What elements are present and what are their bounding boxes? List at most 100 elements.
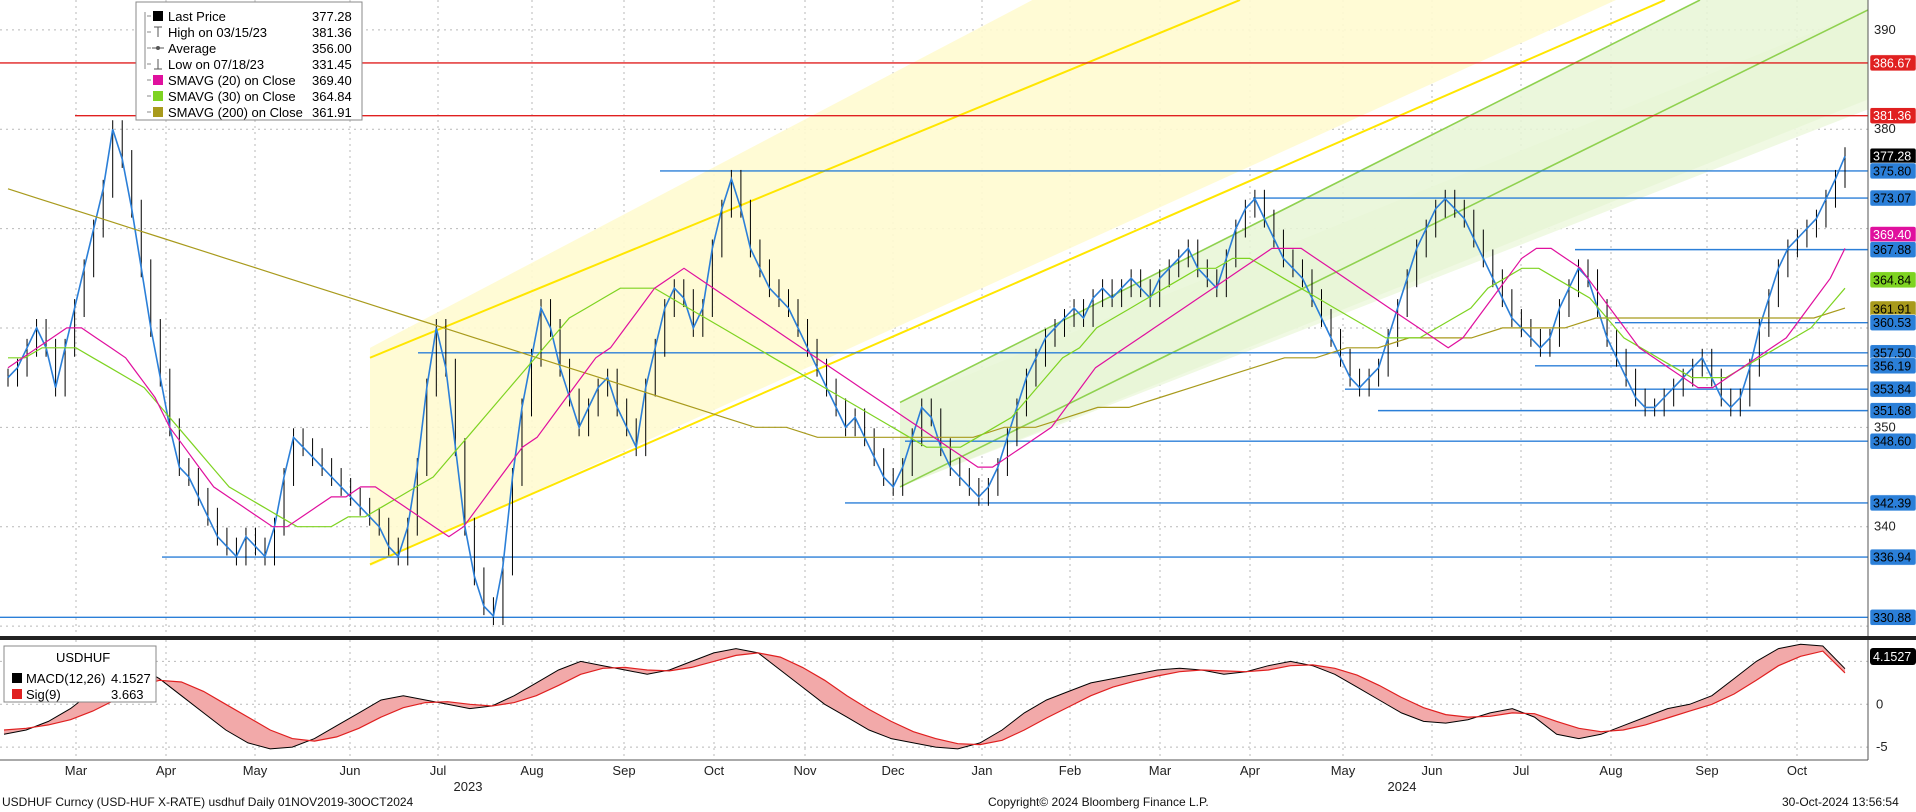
x-month-label-13: Apr <box>1240 763 1261 778</box>
price-tag-label-11: 356.19 <box>1873 359 1911 373</box>
legend-label-2: Average <box>168 41 216 56</box>
legend-value-1: 381.36 <box>312 25 352 40</box>
x-month-label-7: Oct <box>704 763 725 778</box>
price-tag-bg-1 <box>1869 107 1916 124</box>
x-year-label-0: 2023 <box>454 779 483 794</box>
macd-legend-value-1: 3.663 <box>111 687 144 702</box>
price-tag-label-16: 336.94 <box>1873 551 1911 565</box>
x-month-label-3: Jun <box>340 763 361 778</box>
x-month-label-19: Oct <box>1787 763 1808 778</box>
x-axis-month-labels: Mar Apr May Jun Jul Aug Sep Oct Nov Dec Jan Feb Mar A… <box>65 763 1808 778</box>
price-tag-bg-15 <box>1869 494 1916 512</box>
x-month-label-8: Nov <box>793 763 817 778</box>
price-tag-bg-6 <box>1869 241 1916 258</box>
price-tag-bg-14 <box>1869 432 1916 450</box>
yellow-channel-upper <box>369 0 1241 359</box>
price-tag-label-1: 381.36 <box>1873 109 1911 123</box>
x-month-label-6: Sep <box>612 763 635 778</box>
sma30-series-line <box>8 257 1846 528</box>
legend-value-2: 356.00 <box>312 41 352 56</box>
sma20-series-line <box>7 247 1846 538</box>
legend-value-4: 369.40 <box>312 73 352 88</box>
price-tick-1: 350 <box>1874 419 1896 434</box>
footer-left: USDHUF Curncy (USD-HUF X-RATE) usdhuf Da… <box>2 795 414 809</box>
price-tick-3: 390 <box>1874 22 1896 37</box>
green-channel-fill-2 <box>900 0 1868 487</box>
legend-label-4: SMAVG (20) on Close <box>168 73 296 88</box>
legend-swatch-5 <box>153 91 163 101</box>
price-tag-label-2: 377.28 <box>1873 150 1911 164</box>
price-tag-bg-13 <box>1869 402 1916 419</box>
price-legend: Last Price 377.28 High on 03/15/23 381.36 Av… <box>135 1 363 121</box>
price-tag-label-8: 361.91 <box>1873 302 1911 316</box>
x-axis-year-labels: 2023 2024 <box>454 779 1417 794</box>
x-month-label-4: Jul <box>430 763 447 778</box>
price-tag-bg-3 <box>1869 162 1916 180</box>
price-axis-ticks: 340 350 380 390 <box>1874 22 1896 534</box>
price-tag-label-4: 373.07 <box>1873 192 1911 206</box>
legend-low-icon-3 <box>154 59 162 70</box>
trend-channels <box>369 0 1869 567</box>
macd-last-value: 4.1527 <box>1873 650 1911 664</box>
x-month-label-5: Aug <box>520 763 543 778</box>
price-tag-bg-11 <box>1869 357 1916 375</box>
horizontal-levels <box>0 62 1868 619</box>
legend-value-5: 364.84 <box>312 89 352 104</box>
x-month-label-12: Mar <box>1149 763 1172 778</box>
legend-high-icon-1 <box>154 26 162 37</box>
x-month-label-10: Jan <box>972 763 993 778</box>
legend-swatch-4 <box>153 75 163 85</box>
price-tag-bg-17 <box>1869 609 1916 626</box>
x-month-label-18: Sep <box>1695 763 1718 778</box>
price-tag-bg-7 <box>1869 271 1916 289</box>
price-tag-bg-9 <box>1869 314 1916 331</box>
macd-grid <box>0 640 1868 760</box>
panel-separator <box>0 636 1916 640</box>
price-tag-label-6: 367.88 <box>1873 243 1911 257</box>
price-tag-label-5: 369.40 <box>1873 228 1911 242</box>
macd-legend-label-0: MACD(12,26) <box>26 671 105 686</box>
legend-label-1: High on 03/15/23 <box>168 25 267 40</box>
x-year-label-1: 2024 <box>1388 779 1417 794</box>
price-tag-label-13: 351.68 <box>1873 404 1911 418</box>
price-tag-label-17: 330.88 <box>1873 611 1911 625</box>
macd-legend-label-1: Sig(9) <box>26 687 61 702</box>
legend-label-6: SMAVG (200) on Close <box>168 105 303 120</box>
x-month-label-14: May <box>1331 763 1356 778</box>
price-tag-label-3: 375.80 <box>1873 164 1911 178</box>
x-month-label-16: Jul <box>1513 763 1530 778</box>
price-tick-2: 380 <box>1874 121 1896 136</box>
legend-value-6: 361.91 <box>312 105 352 120</box>
x-month-label-17: Aug <box>1599 763 1622 778</box>
price-tag-label-10: 357.50 <box>1873 346 1911 360</box>
legend-avg-dot-2 <box>156 46 160 50</box>
legend-label-0: Last Price <box>168 9 226 24</box>
price-tag-bg-4 <box>1869 189 1916 207</box>
macd-tick-0: 0 <box>1876 696 1883 711</box>
macd-legend-swatch-1 <box>12 689 22 699</box>
macd-last-tag: 4.1527 <box>1870 648 1916 665</box>
legend-label-5: SMAVG (30) on Close <box>168 89 296 104</box>
macd-legend: USDHUF MACD(12,26) 4.1527 Sig(9) 3.663 <box>3 645 157 703</box>
sma200-series-line <box>7 188 1846 438</box>
footer-right: 30-Oct-2024 13:56:54 <box>1782 795 1899 809</box>
x-month-label-0: Mar <box>65 763 88 778</box>
x-month-label-11: Feb <box>1059 763 1081 778</box>
price-candles <box>7 120 1846 626</box>
macd-histogram-fill <box>4 644 1845 749</box>
price-tag-label-12: 353.84 <box>1873 383 1911 397</box>
price-tag-bg-0 <box>1869 54 1916 72</box>
macd-legend-title: USDHUF <box>56 650 110 665</box>
legend-value-0: 377.28 <box>312 9 352 24</box>
x-month-label-15: Jun <box>1422 763 1443 778</box>
macd-tick-1: -5 <box>1876 739 1888 754</box>
price-tag-label-9: 360.53 <box>1873 316 1911 330</box>
macd-legend-swatch-0 <box>12 673 22 683</box>
legend-value-3: 331.45 <box>312 57 352 72</box>
legend-label-3: Low on 07/18/23 <box>168 57 264 72</box>
price-tag-label-14: 348.60 <box>1873 435 1911 449</box>
yellow-channel-fill <box>370 0 1617 567</box>
green-channel-upper <box>899 0 1701 404</box>
